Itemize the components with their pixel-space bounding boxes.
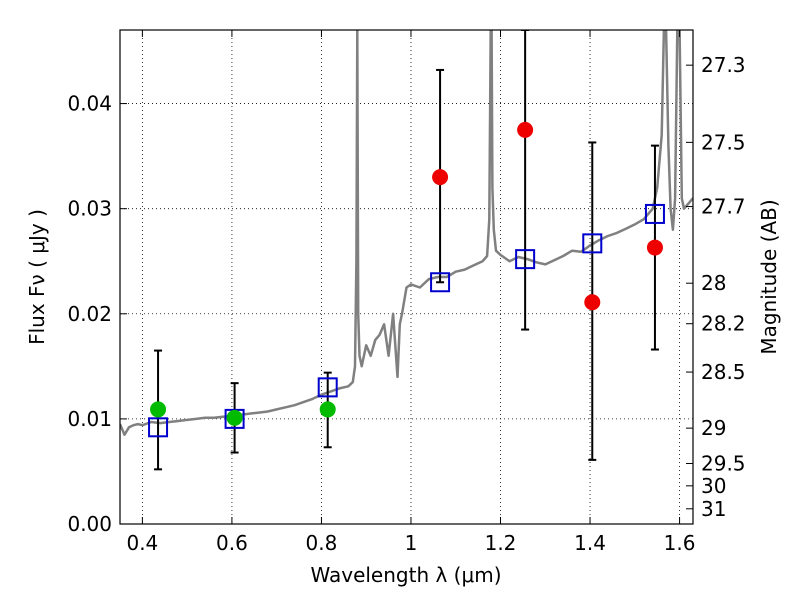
detection-point bbox=[517, 121, 534, 138]
model-square-marker bbox=[644, 203, 665, 224]
magnitude-tick-label: 28.5 bbox=[701, 360, 746, 384]
y-tick-label: 0.01 bbox=[67, 407, 112, 431]
x-tick-label: 1.2 bbox=[485, 531, 517, 555]
y-axis-title: Flux Fν ( μJy ) bbox=[25, 209, 49, 345]
detection-point bbox=[584, 294, 601, 311]
magnitude-tick-label: 28.2 bbox=[701, 312, 746, 336]
y-tick-label: 0.03 bbox=[67, 197, 112, 221]
magnitude-tick-label: 27.7 bbox=[701, 195, 746, 219]
plot-frame bbox=[119, 29, 694, 525]
x-tick-label: 0.8 bbox=[306, 531, 338, 555]
magnitude-tick-label: 27.3 bbox=[701, 53, 746, 77]
x-tick-label: 0.4 bbox=[126, 531, 158, 555]
detection-point bbox=[432, 169, 449, 186]
x-tick-label: 1 bbox=[405, 531, 418, 555]
magnitude-tick-label: 28 bbox=[701, 271, 726, 295]
model-square-marker bbox=[317, 377, 338, 398]
x-axis-ticks: 0.4 0.6 0.8 1 1.2 1.4 1.6 bbox=[126, 30, 695, 555]
x-tick-label: 1.6 bbox=[664, 531, 696, 555]
model-square-marker bbox=[148, 417, 169, 438]
y-tick-label: 0.04 bbox=[67, 92, 112, 116]
model-square-marker bbox=[430, 272, 451, 293]
magnitude-tick-label: 30 bbox=[701, 474, 726, 498]
right-axis-title: Magnitude (AB) bbox=[757, 199, 781, 354]
magnitude-tick-label: 27.5 bbox=[701, 130, 746, 154]
y-tick-label: 0.00 bbox=[67, 512, 112, 536]
y-axis-ticks: 0.00 0.01 0.02 0.03 0.04 bbox=[67, 92, 127, 536]
model-square-marker bbox=[515, 249, 536, 270]
magnitude-tick-label: 29 bbox=[701, 416, 726, 440]
detection-point bbox=[319, 401, 336, 418]
x-axis-title: Wavelength λ (μm) bbox=[310, 563, 501, 587]
x-tick-label: 0.6 bbox=[216, 531, 248, 555]
plot-area bbox=[120, 30, 693, 524]
detection-point bbox=[646, 239, 663, 256]
model-square-marker bbox=[582, 233, 603, 254]
detection-points bbox=[150, 121, 663, 426]
magnitude-tick-label: 31 bbox=[701, 497, 726, 521]
detection-point bbox=[226, 409, 243, 426]
x-tick-label: 1.4 bbox=[574, 531, 606, 555]
detection-point bbox=[150, 401, 167, 418]
y-tick-label: 0.02 bbox=[67, 302, 112, 326]
magnitude-tick-label: 29.5 bbox=[701, 452, 746, 476]
